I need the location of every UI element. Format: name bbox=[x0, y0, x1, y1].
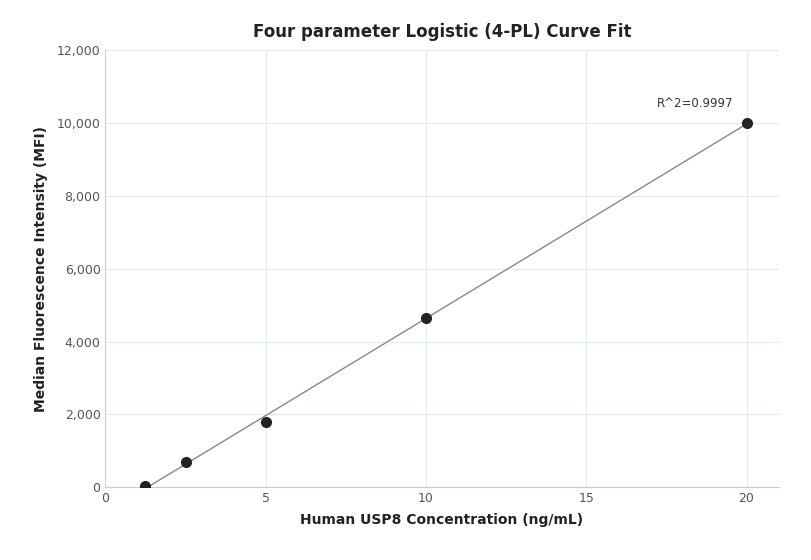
Point bbox=[139, 482, 152, 491]
Y-axis label: Median Fluorescence Intensity (MFI): Median Fluorescence Intensity (MFI) bbox=[34, 126, 49, 412]
Point bbox=[179, 457, 192, 466]
Point bbox=[419, 314, 432, 323]
Text: R^2=0.9997: R^2=0.9997 bbox=[657, 97, 734, 110]
Point bbox=[740, 119, 753, 128]
X-axis label: Human USP8 Concentration (ng/mL): Human USP8 Concentration (ng/mL) bbox=[300, 514, 584, 528]
Title: Four parameter Logistic (4-PL) Curve Fit: Four parameter Logistic (4-PL) Curve Fit bbox=[253, 22, 631, 40]
Point bbox=[260, 417, 272, 426]
